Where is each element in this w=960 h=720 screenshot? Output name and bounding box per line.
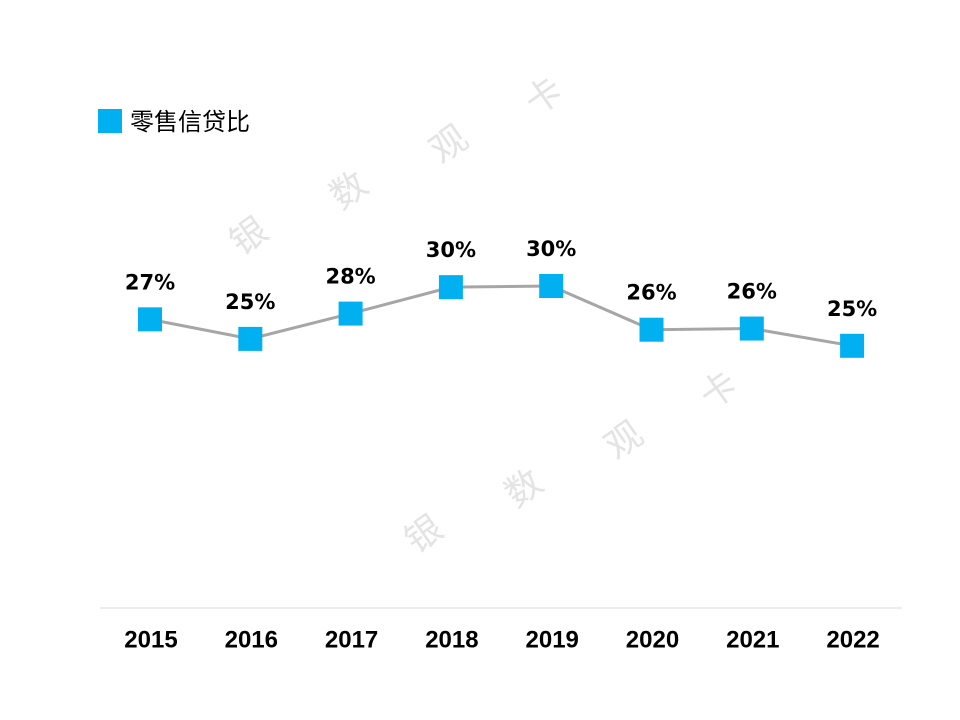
- marker: [438, 275, 463, 300]
- legend-swatch: [98, 109, 122, 133]
- x-tick-label: 2016: [225, 626, 278, 653]
- data-label: 25%: [225, 290, 275, 314]
- marker: [840, 333, 865, 358]
- marker: [639, 317, 664, 342]
- data-label: 26%: [727, 280, 777, 304]
- x-tick-label: 2017: [325, 626, 378, 653]
- x-tick-label: 2020: [626, 626, 679, 653]
- marker: [539, 274, 564, 298]
- data-label: 28%: [325, 265, 375, 289]
- x-tick-label: 2021: [726, 626, 779, 653]
- x-tick-label: 2018: [425, 626, 478, 653]
- data-label: 25%: [827, 297, 877, 321]
- data-label: 27%: [125, 270, 175, 294]
- x-tick-label: 2019: [526, 626, 579, 653]
- marker: [238, 326, 263, 351]
- x-tick-label: 2015: [124, 626, 177, 653]
- marker: [739, 316, 764, 341]
- marker: [338, 301, 363, 326]
- series-line: [149, 284, 853, 348]
- x-tick-label: 2022: [826, 626, 879, 653]
- data-label: 26%: [626, 281, 676, 305]
- data-label: 30%: [526, 237, 576, 261]
- marker: [138, 307, 162, 332]
- data-label: 30%: [426, 238, 476, 262]
- legend-label: 零售信贷比: [130, 108, 250, 136]
